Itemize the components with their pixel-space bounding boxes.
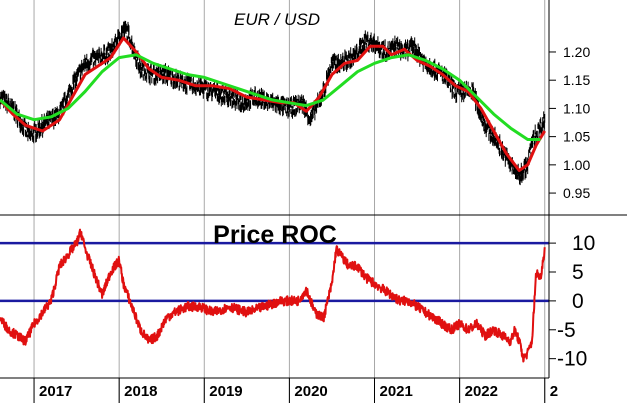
year-tick-label: 2021 <box>380 383 413 400</box>
price-roc-line <box>0 228 546 363</box>
eurusd-chart-title: EUR / USD <box>234 10 320 29</box>
eurusd-price-bars <box>0 20 546 186</box>
roc-chart-title: Price ROC <box>213 221 337 249</box>
roc-y-tick-label: 5 <box>572 261 584 284</box>
long-moving-average-line <box>0 53 541 141</box>
eurusd-price-panel <box>0 20 546 186</box>
roc-y-tick-label: 0 <box>572 290 584 313</box>
year-x-axis: 2017 2018 2019 2020 2021 2022 2 <box>33 378 558 403</box>
short-moving-average-line <box>0 36 546 172</box>
year-tick-label: 2020 <box>294 383 327 400</box>
eurusd-price-path <box>0 20 546 186</box>
roc-y-tick-label: -5 <box>557 319 576 342</box>
year-tick-label: 2018 <box>124 383 157 400</box>
eurusd-y-axis: 1.20 1.15 1.10 1.05 1.00 0.95 <box>549 44 590 201</box>
y-tick-label: 0.95 <box>563 185 590 201</box>
roc-y-tick-label: -10 <box>557 348 587 371</box>
price-roc-path <box>0 228 546 363</box>
year-tick-label: 2019 <box>209 383 242 400</box>
y-tick-label: 1.00 <box>563 157 590 173</box>
roc-y-axis: 10 5 0 -5 -10 <box>549 232 595 371</box>
year-tick-label: 2 <box>550 383 558 400</box>
year-tick-label: 2022 <box>465 383 498 400</box>
year-gridlines <box>33 0 546 403</box>
y-tick-label: 1.05 <box>563 129 590 145</box>
y-tick-label: 1.20 <box>563 44 590 60</box>
price-roc-panel <box>0 228 546 363</box>
roc-y-tick-label: 10 <box>572 232 595 255</box>
year-tick-label: 2017 <box>39 383 72 400</box>
y-tick-label: 1.15 <box>563 72 590 88</box>
y-tick-label: 1.10 <box>563 100 590 116</box>
